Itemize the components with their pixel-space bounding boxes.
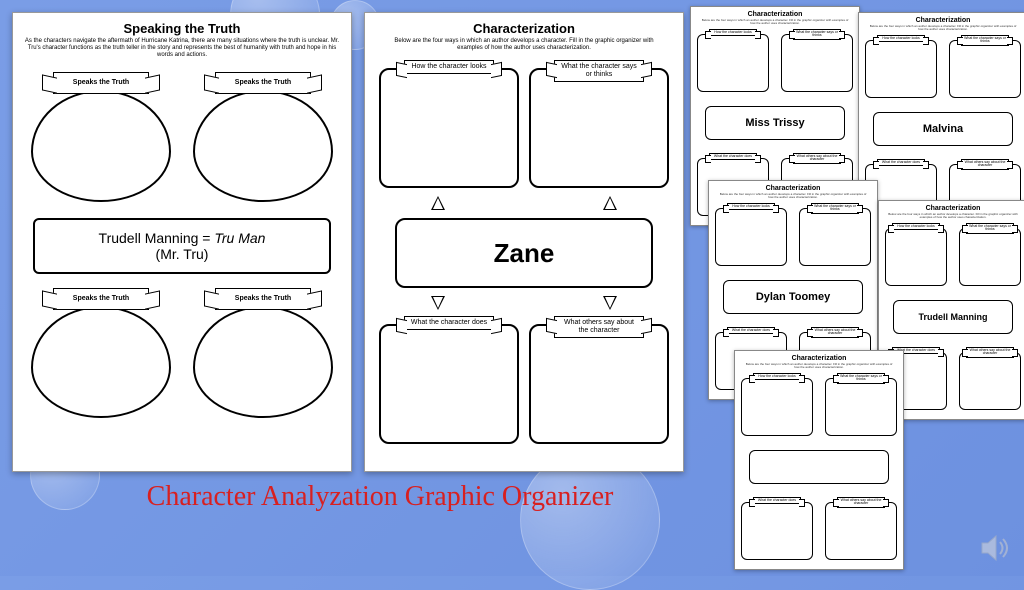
- mini-title: Characterization: [863, 17, 1023, 24]
- mini-title: Characterization: [695, 11, 855, 18]
- mini-title: Characterization: [739, 355, 899, 362]
- slide-title: Character Analyzation Graphic Organizer: [80, 480, 680, 514]
- mini-label: What the character says or thinks: [793, 29, 841, 40]
- mini-center-name: Dylan Toomey: [723, 280, 863, 314]
- mini-center-name: Trudell Manning: [893, 300, 1013, 334]
- mini-label: What others say about the character: [837, 497, 885, 508]
- mini-desc: Below are the four ways in which an auth…: [717, 193, 869, 200]
- mini-title: Characterization: [713, 185, 873, 192]
- mini-center-name: Miss Trissy: [705, 106, 845, 140]
- mini-box: How the character looks: [697, 34, 769, 92]
- mini-label: What others say about the character: [961, 159, 1009, 170]
- banner-label: Speaks the Truth: [53, 288, 149, 310]
- mini-label: How the character looks: [709, 29, 757, 37]
- label-looks: How the character looks: [404, 60, 494, 74]
- mini-box: What the character says or thinks: [949, 40, 1021, 98]
- mini-label: How the character looks: [727, 203, 775, 211]
- worksheet-speaking-truth: Speaking the Truth As the characters nav…: [12, 12, 352, 472]
- banner-label: Speaks the Truth: [215, 72, 311, 94]
- speech-unit: Speaks the Truth: [185, 284, 341, 424]
- box-others: What others say about the character: [529, 324, 669, 444]
- mini-box: What the character says or thinks: [959, 228, 1021, 286]
- label-does: What the character does: [404, 316, 494, 330]
- banner-label: Speaks the Truth: [215, 288, 311, 310]
- mini-center-name: Malvina: [873, 112, 1013, 146]
- mini-box: How the character looks: [885, 228, 947, 286]
- mini-desc: Below are the four ways in which an auth…: [887, 213, 1019, 220]
- center-line2: (Mr. Tru): [156, 246, 209, 262]
- sheet1-desc: As the characters navigate the aftermath…: [23, 38, 341, 60]
- worksheet-mini-blank: Characterization Below are the four ways…: [734, 350, 904, 570]
- mini-label: How the character looks: [753, 373, 801, 381]
- center-italic: Tru Man: [214, 230, 265, 246]
- mini-label: What the character does: [727, 327, 775, 335]
- box-looks: How the character looks: [379, 68, 519, 188]
- mini-label: How the character looks: [892, 223, 940, 231]
- speech-unit: Speaks the Truth: [23, 68, 179, 208]
- mini-label: What the character says or thinks: [966, 223, 1014, 234]
- mini-label: What the character says or thinks: [837, 373, 885, 384]
- speech-bubble: [193, 90, 333, 202]
- sheet1-title: Speaking the Truth: [23, 21, 341, 36]
- speech-unit: Speaks the Truth: [185, 68, 341, 208]
- speech-bubble: [31, 90, 171, 202]
- arrow-icon: [603, 196, 617, 210]
- mini-label: How the character looks: [877, 35, 925, 43]
- mini-box: What the character says or thinks: [825, 378, 897, 436]
- box-does: What the character does: [379, 324, 519, 444]
- center-line1: Trudell Manning =: [99, 230, 215, 246]
- mini-label: What the character does: [877, 159, 925, 167]
- mini-box: What others say about the character: [959, 352, 1021, 410]
- mini-label: What the character says or thinks: [811, 203, 859, 214]
- mini-center-name: [749, 450, 889, 484]
- box-says: What the character says or thinks: [529, 68, 669, 188]
- arrow-icon: [603, 296, 617, 310]
- mini-label: What the character says or thinks: [961, 35, 1009, 46]
- mini-box: What the character says or thinks: [781, 34, 853, 92]
- speech-bubble: [193, 306, 333, 418]
- char-desc: Below are the four ways in which an auth…: [385, 38, 663, 52]
- mini-box: How the character looks: [741, 378, 813, 436]
- mini-label: What others say about the character: [811, 327, 859, 338]
- mini-box: What the character does: [741, 502, 813, 560]
- mini-label: What the character does: [753, 497, 801, 505]
- mini-desc: Below are the four ways in which an auth…: [867, 25, 1019, 32]
- mini-box: How the character looks: [715, 208, 787, 266]
- label-says: What the character says or thinks: [554, 60, 644, 81]
- arrow-icon: [431, 196, 445, 210]
- arrow-icon: [431, 296, 445, 310]
- mini-title: Characterization: [883, 205, 1023, 212]
- label-others: What others say about the character: [554, 316, 644, 337]
- worksheet-characterization-zane: Characterization Below are the four ways…: [364, 12, 684, 472]
- mini-label: What the character does: [709, 153, 757, 161]
- speech-bubble: [31, 306, 171, 418]
- banner-label: Speaks the Truth: [53, 72, 149, 94]
- mini-label: What others say about the character: [966, 347, 1014, 358]
- mini-desc: Below are the four ways in which an auth…: [699, 19, 851, 26]
- mini-box: What others say about the character: [825, 502, 897, 560]
- mini-box: What the character says or thinks: [799, 208, 871, 266]
- char-title: Characterization: [375, 21, 673, 36]
- mini-box: How the character looks: [865, 40, 937, 98]
- speech-unit: Speaks the Truth: [23, 284, 179, 424]
- center-name-zane: Zane: [395, 218, 653, 288]
- speaker-icon: [978, 530, 1014, 566]
- mini-label: What others say about the character: [793, 153, 841, 164]
- center-character-box: Trudell Manning = Tru Man (Mr. Tru): [33, 218, 331, 274]
- mini-desc: Below are the four ways in which an auth…: [743, 363, 895, 370]
- worksheet-mini-malvina: Characterization Below are the four ways…: [858, 12, 1024, 232]
